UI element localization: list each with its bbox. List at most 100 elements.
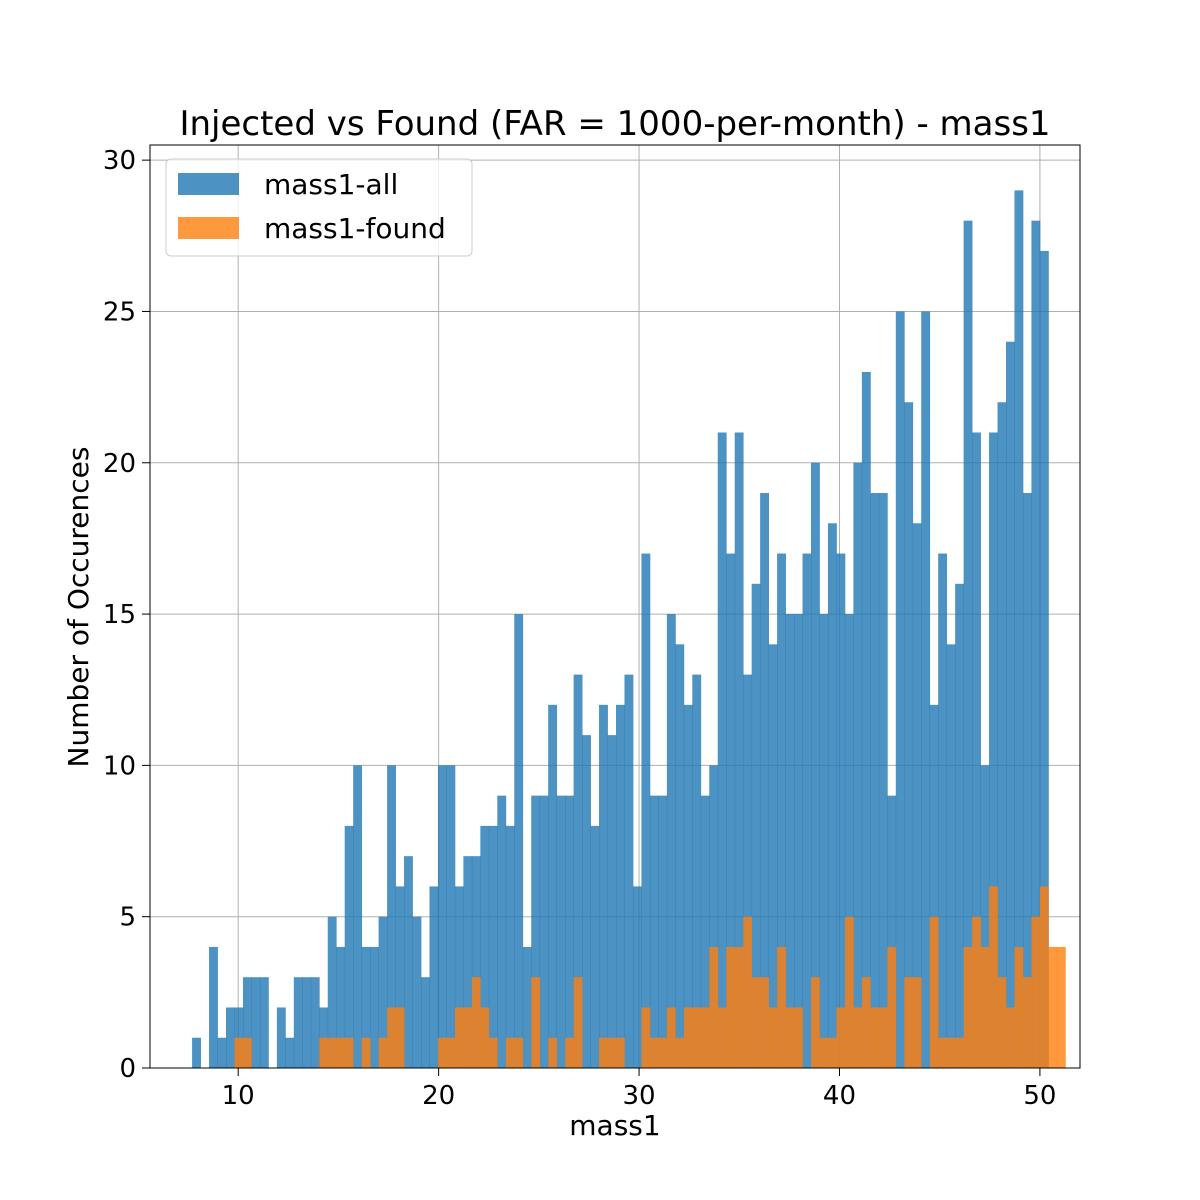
bar-mass1-all [938,553,948,1068]
bar-mass1-found [768,1007,778,1068]
bar-mass1-found [726,946,736,1068]
bar-mass1-all [471,856,481,1068]
bar-mass1-found [870,1007,880,1068]
bar-mass1-found [819,1037,829,1068]
bar-mass1-all [361,946,371,1068]
bar-mass1-all [480,825,490,1068]
bar-mass1-all [844,614,854,1068]
bar-mass1-found [1039,886,1049,1068]
bar-mass1-found [989,886,998,1068]
bar-mass1-all [429,886,439,1068]
bar-mass1-found [997,977,1007,1068]
axis-ticks: 10 20 30 40 50 0 5 10 15 20 25 30 [103,146,1057,1111]
bar-mass1-all [353,765,363,1068]
bar-mass1-all [861,371,871,1068]
bar-mass1-found [734,946,744,1068]
bar-mass1-found [844,916,854,1068]
bar-mass1-found [827,1037,837,1068]
bar-mass1-all [454,886,464,1068]
bar-mass1-all [531,795,541,1068]
bar-mass1-found [463,1007,473,1068]
bar-mass1-all [1014,190,1024,1069]
bar-mass1-found [573,977,583,1068]
bar-mass1-all [242,977,252,1068]
bar-mass1-all [226,1007,235,1068]
bar-mass1-all [785,614,795,1068]
bar-mass1-all [616,704,625,1068]
bar-mass1-found [743,916,753,1068]
bar-mass1-found [395,1007,405,1068]
bar-mass1-found [344,1037,354,1068]
x-tick-label: 30 [623,1081,656,1111]
bar-mass1-found [387,1007,396,1068]
bar-mass1-found [794,1007,803,1068]
bar-mass1-found [955,1037,965,1068]
x-axis-label: mass1 [569,1109,660,1142]
x-tick-label: 20 [422,1081,455,1111]
bar-mass1-all [751,583,761,1068]
bar-mass1-all [649,795,659,1068]
bar-mass1-found [616,1037,625,1068]
bar-mass1-all [192,1037,201,1068]
bar-mass1-all [548,704,558,1068]
x-tick-label: 50 [1023,1081,1056,1111]
bar-mass1-found [963,946,973,1068]
bar-mass1-found [692,1007,702,1068]
bar-mass1-all [811,462,820,1068]
bar-mass1-all [641,553,651,1068]
y-tick-label: 30 [103,146,136,176]
bar-mass1-all [514,614,524,1068]
bar-mass1-found [946,1037,956,1068]
bar-mass1-found [480,1007,490,1068]
y-tick-label: 0 [119,1054,136,1084]
bar-mass1-all [522,946,532,1068]
bar-mass1-all [836,553,846,1068]
bar-mass1-all [709,765,719,1068]
bar-mass1-all [387,765,396,1068]
legend-swatch-mass1-found [178,217,239,239]
bar-mass1-all [683,704,693,1068]
bar-mass1-all [1022,493,1032,1069]
y-tick-label: 25 [103,297,136,327]
bar-mass1-all [700,795,710,1068]
bar-mass1-found [514,1037,524,1068]
bar-mass1-all [276,1007,286,1068]
bar-mass1-all [539,795,549,1068]
bar-mass1-all [285,1037,295,1068]
bar-mass1-all [955,583,965,1068]
bar-mass1-all [1039,250,1049,1068]
legend-swatch-mass1-all [178,173,239,195]
bar-mass1-all [887,795,897,1068]
bar-mass1-all [853,462,863,1068]
bar-mass1-all [378,916,388,1068]
bar-mass1-all [692,674,702,1068]
bar-mass1-found [242,1037,252,1068]
series-mass1-all [192,190,1049,1069]
bar-mass1-found [1056,946,1066,1068]
bar-mass1-all [768,644,778,1068]
bar-mass1-all [734,432,744,1068]
bar-mass1-all [259,977,269,1068]
bar-mass1-all [556,795,566,1068]
bar-mass1-found [1048,946,1058,1068]
bar-mass1-all [599,704,608,1068]
bar-mass1-all [946,644,956,1068]
bar-mass1-found [751,977,761,1068]
bar-mass1-all [336,946,346,1068]
bar-mass1-found [878,1007,888,1068]
bar-mass1-all [980,765,990,1068]
bar-mass1-all [675,644,685,1068]
legend: mass1-all mass1-found [165,158,473,257]
bar-mass1-all [1031,220,1041,1068]
bar-mass1-all [404,856,413,1068]
bar-mass1-all [895,311,905,1068]
bar-mass1-all [446,765,456,1068]
bar-mass1-all [209,946,218,1068]
bar-mass1-all [565,795,575,1068]
bar-mass1-all [488,825,498,1068]
bar-mass1-found [666,1007,676,1068]
y-tick-label: 20 [103,449,136,479]
bar-mass1-all [819,614,829,1068]
